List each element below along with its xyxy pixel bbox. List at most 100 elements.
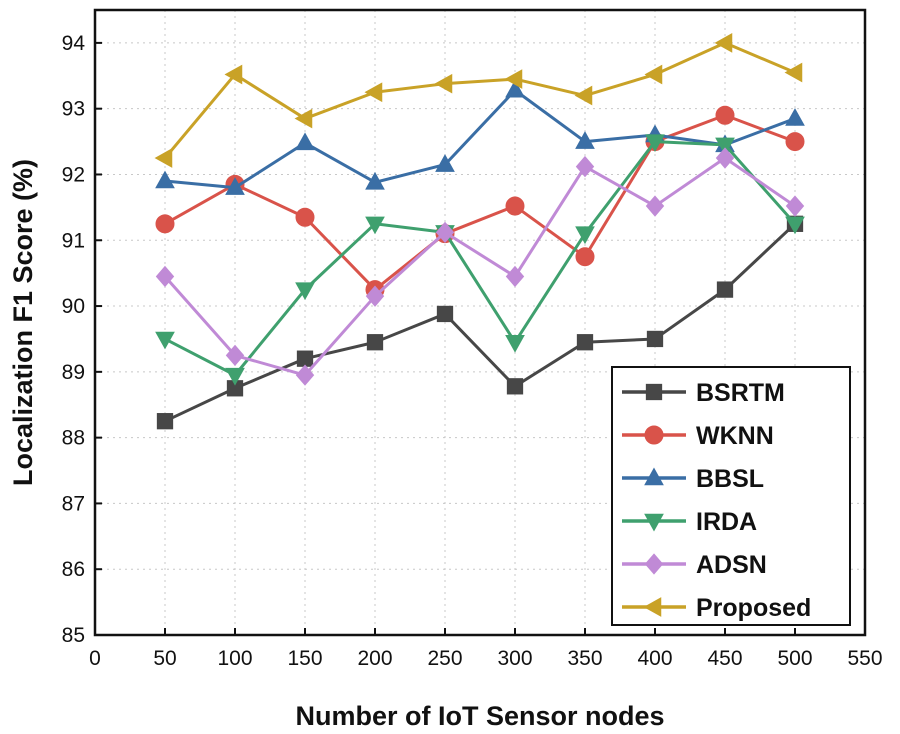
x-tick-label: 300 (497, 647, 532, 670)
x-tick-label: 50 (153, 647, 176, 670)
data-point-bbsl (785, 108, 805, 126)
legend: BSRTM WKNN BBSL IRDA ADSN Proposed (611, 366, 851, 626)
data-point-adsn (365, 285, 385, 307)
data-point-proposed (224, 64, 243, 85)
data-point-irda (575, 226, 595, 245)
series-line-irda (164, 140, 797, 377)
data-point-adsn (435, 221, 455, 244)
legend-item-wknn: WKNN (622, 422, 774, 450)
data-point-proposed (644, 64, 663, 85)
y-tick-label: 94 (62, 32, 86, 55)
x-tick-label: 550 (847, 647, 882, 670)
data-point-irda (715, 137, 735, 156)
data-point-bbsl (225, 177, 245, 195)
legend-swatch-marker (644, 553, 664, 575)
legend-label: IRDA (696, 508, 757, 536)
y-tick-label: 92 (62, 163, 85, 186)
data-point-bbsl (435, 154, 455, 172)
data-point-adsn (645, 195, 665, 217)
x-tick-label: 500 (777, 647, 812, 670)
series-proposed (154, 33, 803, 168)
data-point-wknn (155, 214, 175, 234)
data-point-irda (295, 282, 315, 301)
data-point-proposed (504, 69, 523, 89)
x-axis-title: Number of IoT Sensor nodes (295, 701, 664, 731)
data-point-bsrtm (366, 334, 384, 351)
legend-swatch-marker (643, 597, 662, 617)
data-point-bsrtm (506, 378, 524, 395)
data-point-bbsl (295, 132, 315, 151)
data-point-proposed (294, 108, 313, 129)
data-point-adsn (225, 344, 245, 367)
data-point-wknn (785, 132, 805, 152)
data-point-adsn (715, 147, 735, 169)
data-point-proposed (364, 82, 383, 103)
series-adsn (155, 147, 805, 386)
legend-label: BSRTM (696, 379, 785, 407)
data-point-bbsl (505, 79, 525, 98)
data-point-bbsl (365, 171, 385, 190)
legend-item-adsn: ADSN (622, 551, 767, 579)
data-point-proposed (434, 73, 453, 94)
data-point-wknn (715, 105, 735, 125)
legend-item-bsrtm: BSRTM (622, 379, 785, 407)
data-point-proposed (154, 148, 173, 168)
series-line-bsrtm (164, 222, 797, 423)
series-bbsl (155, 79, 805, 195)
x-tick-label: 450 (707, 647, 742, 670)
x-tick-label: 150 (287, 647, 322, 670)
data-point-wknn (505, 196, 525, 216)
x-tick-label: 350 (567, 647, 602, 670)
data-point-proposed (574, 85, 593, 106)
data-point-adsn (155, 265, 175, 288)
y-tick-label: 87 (62, 492, 85, 515)
data-point-bbsl (155, 170, 175, 189)
legend-swatch-marker (644, 467, 664, 486)
y-axis-title: Localization F1 Score (%) (8, 159, 38, 486)
data-point-bsrtm (716, 281, 734, 298)
data-point-adsn (575, 155, 595, 178)
data-point-bsrtm (296, 350, 314, 367)
data-point-irda (365, 216, 385, 235)
data-point-proposed (784, 62, 803, 83)
data-point-irda (155, 331, 175, 350)
y-tick-label: 91 (62, 229, 85, 252)
y-tick-label: 93 (62, 98, 85, 121)
data-point-bsrtm (646, 330, 664, 348)
data-point-irda (645, 134, 665, 153)
data-point-irda (505, 334, 525, 353)
series-line-proposed (163, 41, 796, 159)
series-line-bbsl (164, 88, 796, 190)
y-tick-label: 86 (62, 558, 85, 581)
data-point-bsrtm (576, 334, 594, 351)
series-irda (155, 134, 805, 386)
data-point-irda (225, 367, 245, 386)
series-layer (154, 33, 805, 430)
x-tick-label: 250 (427, 647, 462, 670)
legend-label: ADSN (696, 551, 767, 579)
legend-swatch-marker (645, 383, 663, 401)
x-tick-label: 100 (217, 647, 252, 670)
legend-label: BBSL (696, 465, 764, 493)
x-tick-label: 200 (357, 647, 392, 670)
data-point-wknn (575, 247, 595, 267)
legend-item-irda: IRDA (622, 508, 757, 536)
data-point-irda (785, 216, 805, 235)
legend-item-bbsl: BBSL (622, 465, 764, 493)
axis-ticks: 0 50 100 150 200 250 300 350 400 450 500 550 85 86 87 8… (62, 32, 883, 670)
y-tick-label: 90 (62, 295, 85, 318)
legend-swatch-marker (644, 513, 664, 532)
data-point-bbsl (575, 131, 595, 149)
gridlines (95, 10, 865, 635)
plot-frame (93, 8, 867, 637)
legend-label: WKNN (696, 422, 774, 450)
data-point-adsn (295, 364, 315, 386)
legend-label: Proposed (696, 594, 811, 622)
series-wknn (155, 105, 805, 300)
legend-item-proposed: Proposed (622, 594, 811, 622)
y-tick-label: 88 (62, 427, 85, 450)
data-point-adsn (785, 195, 805, 217)
x-tick-label: 0 (89, 647, 101, 670)
y-tick-label: 89 (62, 361, 85, 384)
